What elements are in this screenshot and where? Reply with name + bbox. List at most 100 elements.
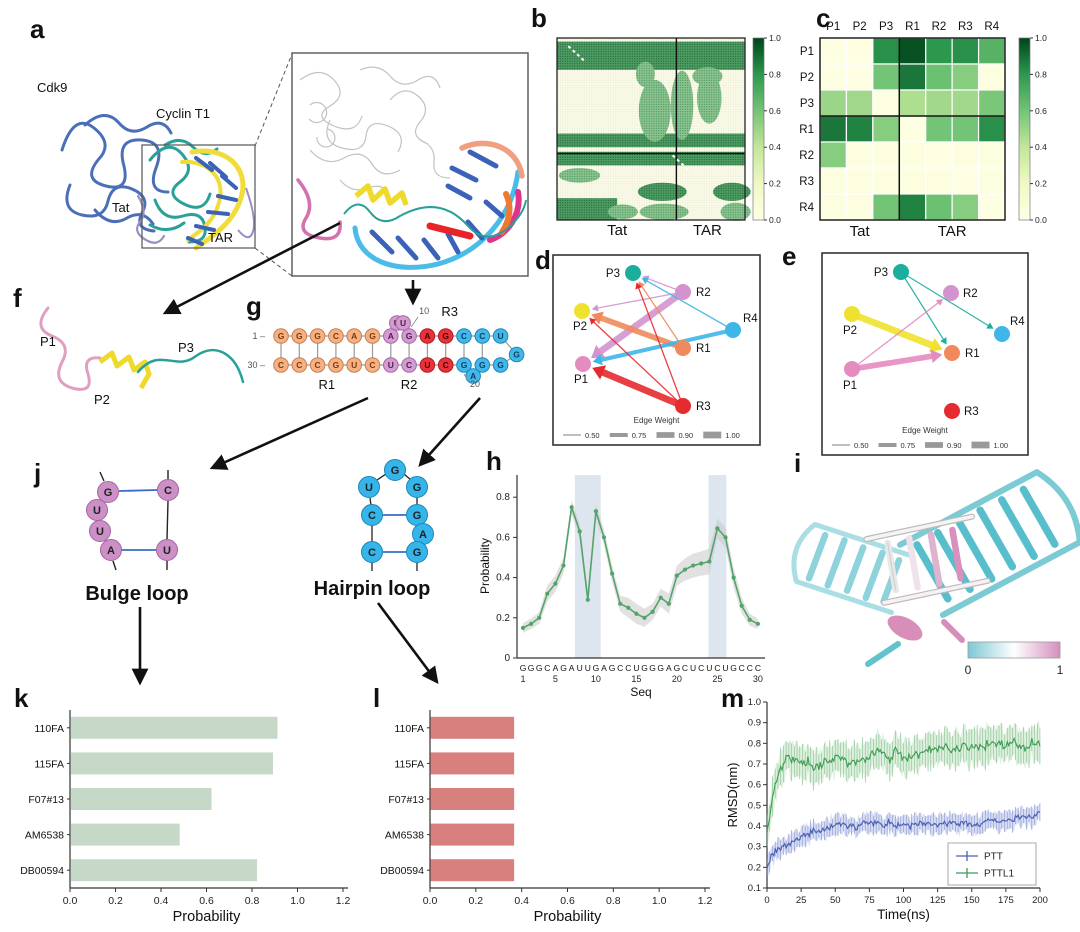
c-heatmap-cell: [819, 63, 848, 91]
panel-letter-i: i: [794, 448, 801, 478]
m-point: [880, 752, 883, 754]
h-point: [601, 535, 607, 540]
g-nt-bottom: [309, 357, 326, 373]
c-heatmap-cell: [898, 115, 927, 143]
g-label-r2: R2: [401, 377, 418, 392]
d-node-P3: [625, 265, 641, 281]
rna-segment-orange: [499, 191, 513, 235]
h-seq-letter: C: [698, 663, 704, 673]
d-edge: [600, 328, 734, 362]
m-point: [950, 822, 953, 825]
m-xtick-label: 150: [964, 895, 980, 906]
c-heatmap-cell: [898, 89, 927, 117]
m-xtick-label: 25: [796, 895, 807, 906]
g-nt-top: [364, 328, 381, 344]
d-node-label: R4: [743, 313, 758, 325]
l-bar: [430, 823, 515, 846]
c-heatmap-cell: [872, 37, 900, 65]
g-nt-bottom-letter: U: [424, 360, 430, 370]
m-point: [938, 745, 940, 747]
h-ytick-label: 0.6: [496, 532, 510, 543]
k-category-label: 115FA: [34, 758, 64, 770]
m-point: [905, 757, 908, 760]
m-point: [979, 825, 981, 828]
k-xtick-label: 0.8: [245, 895, 260, 907]
m-point: [798, 838, 801, 841]
g-nt-top: [456, 328, 472, 344]
g-nt-bottom-letter: C: [406, 360, 412, 370]
l-bar: [430, 752, 515, 775]
panel-letter-d: d: [535, 245, 551, 275]
f-p1-pink: [39, 306, 102, 391]
panel-letters: a b c d e f g h i j k l m: [13, 3, 830, 713]
m-point: [831, 758, 834, 760]
m-point: [970, 743, 973, 746]
tat-ribbon: [136, 194, 166, 244]
c-heatmap-cell: [951, 141, 980, 169]
h-point: [674, 573, 680, 578]
h-seq-letter: G: [657, 663, 664, 673]
k-bar: [70, 859, 258, 882]
k-category-label: F07#13: [28, 794, 64, 806]
l-category-label: 115FA: [394, 758, 424, 770]
g-nt-top: [309, 328, 326, 344]
m-point: [872, 753, 875, 755]
hairpin-nt: [361, 504, 383, 526]
g-nt-bottom-letter: C: [315, 360, 321, 370]
h-point: [739, 603, 744, 608]
e-node-R2: [943, 285, 959, 301]
m-xtick-label: 200: [1032, 895, 1048, 906]
h-point: [545, 591, 550, 596]
m-legend-box: [947, 842, 1037, 886]
h-seq-letter: G: [593, 663, 600, 673]
h-seq-letter: G: [730, 663, 737, 673]
c-heatmap-cell: [951, 63, 980, 91]
panel-letter-m: m: [721, 683, 744, 713]
m-point: [868, 757, 871, 760]
l-category-label: DB00594: [380, 865, 424, 877]
panel-l-bar-chart: 110FA 115FA F07#13 AM6538 DB00594 0.0 0.2 0.4 0.…: [380, 710, 712, 925]
c-heatmap-cell: [925, 37, 953, 65]
e-edge: [851, 353, 933, 372]
d-edge-arrowhead: [592, 365, 607, 380]
colorbar-tick-label: 0.2: [1035, 179, 1047, 189]
h-point: [537, 615, 542, 620]
g-nt-top-letter: G: [406, 331, 413, 341]
l-xtick-label: 0.2: [469, 895, 484, 907]
g-label-10: 10: [419, 306, 429, 316]
h-ytick-label: 0.2: [496, 613, 510, 624]
m-point: [938, 823, 940, 826]
h-point: [731, 575, 736, 580]
h-point: [755, 621, 761, 626]
h-point: [618, 601, 623, 606]
m-xlabel: Time(ns): [877, 907, 930, 922]
e-edge: [900, 271, 990, 327]
d-edge-arrowhead: [592, 354, 603, 366]
h-point: [699, 561, 704, 566]
g-nt-bottom: [328, 357, 344, 373]
d-node-label: P1: [574, 374, 588, 386]
k-xtick-label: 0.4: [154, 895, 169, 907]
c-heatmap-cell: [845, 63, 874, 91]
h-point: [666, 601, 671, 606]
m-point: [954, 821, 957, 824]
k-category-label: DB00594: [20, 865, 64, 877]
m-point: [848, 825, 850, 828]
panel-letter-j: j: [33, 458, 41, 488]
hairpin-nt: [384, 459, 406, 481]
panel-g-rna-secondary-structure: GGGCAGAGAGCCUUUGCCCGUCUCUCGGGA1 –30 –102…: [247, 304, 525, 392]
m-point: [966, 824, 969, 827]
c-heatmap-cell: [819, 167, 848, 195]
m-ylabel: RMSD(nm): [725, 763, 740, 828]
m-point: [786, 754, 789, 757]
i-pink-blob: [887, 615, 923, 641]
e-legend-title: Edge Weight: [902, 426, 948, 435]
c-col-label: R4: [984, 21, 999, 33]
m-point: [983, 821, 985, 823]
tat-p2-helix-yellow: [354, 183, 409, 206]
m-point: [848, 762, 850, 765]
h-seq-letter: C: [682, 663, 688, 673]
h-seq-letter: C: [617, 663, 623, 673]
m-point: [815, 831, 817, 834]
m-ytick-label: 0.8: [748, 738, 761, 749]
